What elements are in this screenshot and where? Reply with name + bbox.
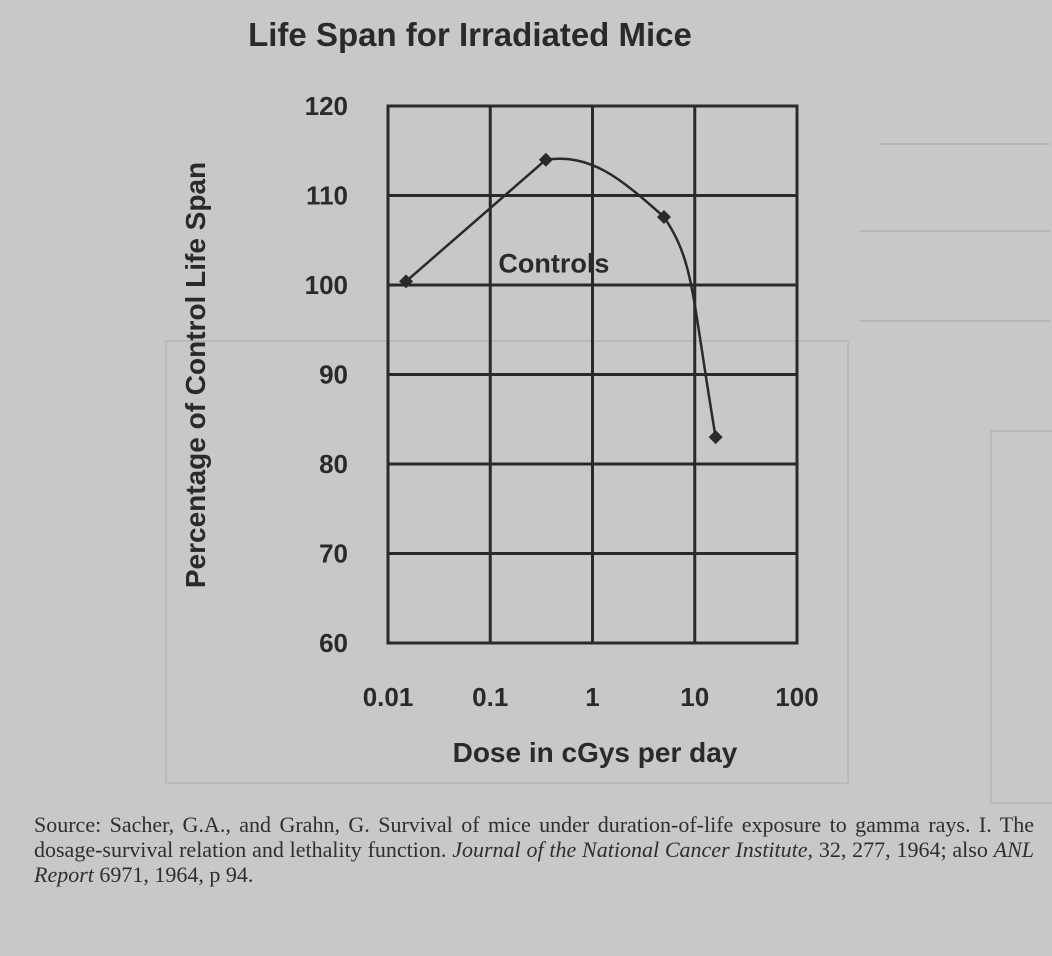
bleed-through-line — [880, 143, 1050, 145]
source-text-end: 6971, 1964, p 94. — [93, 862, 254, 887]
bleed-through-line — [860, 320, 1050, 322]
x-axis-label: Dose in cGys per day — [453, 737, 738, 768]
chart: Life Span for Irradiated Mice 0.01 0.1 1 10… — [180, 16, 819, 768]
y-tick-label: 80 — [319, 449, 348, 479]
source-citation: Source: Sacher, G.A., and Grahn, G. Surv… — [34, 812, 1034, 887]
x-tick-label: 0.01 — [363, 682, 414, 712]
y-tick-label: 90 — [319, 360, 348, 390]
journal-name: Journal of the National Cancer Institute… — [452, 837, 814, 862]
source-text: Source: Sacher, G.A., and Grahn, G. Surv… — [34, 812, 1034, 862]
x-tick-label: 0.1 — [472, 682, 508, 712]
chart-title: Life Span for Irradiated Mice — [248, 16, 692, 53]
x-tick-label: 1 — [585, 682, 599, 712]
data-point-marker — [708, 430, 723, 445]
y-axis-label: Percentage of Control Life Span — [180, 162, 211, 588]
series-group — [399, 152, 723, 445]
y-tick-label: 110 — [306, 181, 348, 211]
report-name: ANL Report — [34, 837, 1034, 887]
x-tick-labels: 0.01 0.1 1 10 100 — [363, 682, 819, 712]
bleed-through-frame — [990, 430, 1052, 804]
data-point-marker — [656, 209, 671, 224]
grid — [386, 104, 799, 645]
data-point-marker — [538, 152, 553, 167]
bleed-through-line — [860, 230, 1050, 232]
y-tick-label: 60 — [319, 628, 348, 658]
y-tick-label: 100 — [305, 270, 348, 300]
y-tick-label: 120 — [305, 91, 348, 121]
y-tick-labels: 120 110 100 90 80 70 60 — [305, 91, 348, 658]
bleed-through-frame — [165, 340, 849, 784]
controls-annotation: Controls — [498, 249, 609, 279]
x-tick-label: 100 — [775, 682, 818, 712]
y-tick-label: 70 — [319, 539, 348, 569]
series-line — [405, 157, 717, 438]
source-text-middle: 32, 277, 1964; also — [813, 837, 994, 862]
data-point-marker — [399, 274, 414, 289]
x-tick-label: 10 — [680, 682, 709, 712]
